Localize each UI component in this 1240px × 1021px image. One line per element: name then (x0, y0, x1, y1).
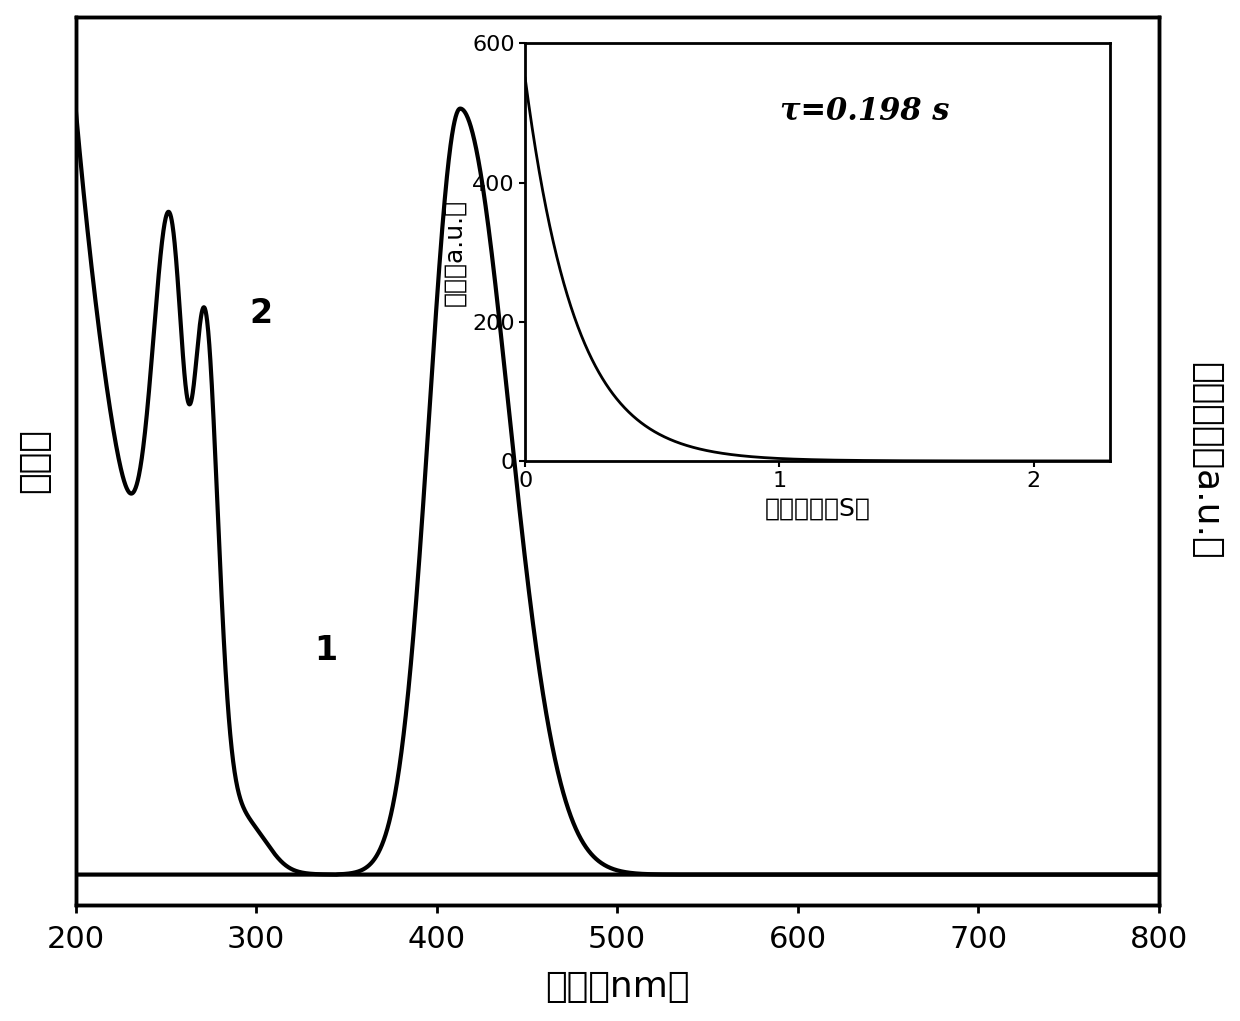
Y-axis label: 荧光强度（a.u.）: 荧光强度（a.u.） (1189, 362, 1224, 560)
Text: 2: 2 (249, 297, 272, 330)
Y-axis label: 吸光度: 吸光度 (16, 429, 51, 493)
Text: 1: 1 (314, 634, 337, 667)
X-axis label: 波长（nm）: 波长（nm） (544, 970, 689, 1005)
